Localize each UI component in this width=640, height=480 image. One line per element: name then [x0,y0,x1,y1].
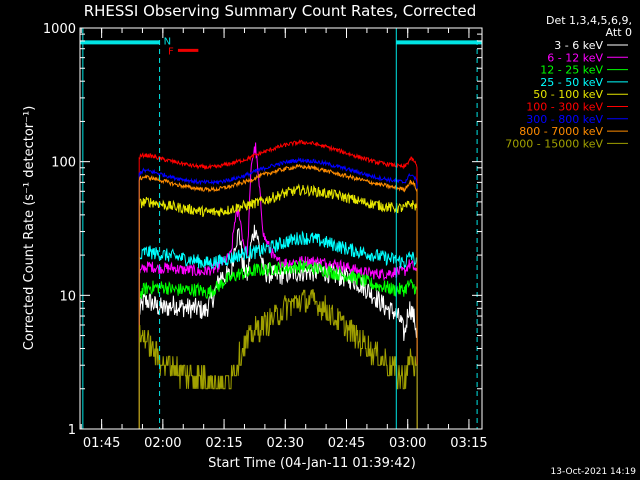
overlay-layer: NF [80,28,482,429]
series-line-0 [138,224,418,430]
y-tick-label-0: 1 [68,423,76,438]
night-bar-label-0: N [164,36,171,47]
series-line-8 [138,289,418,430]
series-line-3 [138,230,418,430]
y-axis-label: Corrected Count Rate (s⁻¹ detector⁻¹) [22,106,37,351]
legend-label-0: 3 - 6 keV [554,39,603,52]
legend-label-1: 6 - 12 keV [547,51,603,64]
y-tick-label-3: 1000 [43,22,76,37]
x-tick-label-6: 03:15 [450,436,487,451]
chart-title: RHESSI Observing Summary Count Rates, Co… [84,2,477,20]
legend-label-6: 300 - 800 keV [526,113,603,126]
legend-header-line-1: Att 0 [606,26,632,39]
x-axis-label: Start Time (04-Jan-11 01:39:42) [208,456,416,471]
legend-label-4: 50 - 100 keV [533,88,603,101]
legend-label-8: 7000 - 15000 keV [505,137,603,150]
timestamp: 13-Oct-2021 14:19 [551,467,637,477]
y-tick-label-1: 10 [59,289,76,304]
x-tick-label-0: 01:45 [83,436,120,451]
series-layer [138,139,418,430]
legend-header-line-0: Det 1,3,4,5,6,9, [546,14,632,27]
series-line-4 [138,183,418,430]
legend-label-7: 800 - 7000 keV [519,125,603,138]
x-tick-label-2: 02:15 [205,436,242,451]
legend-label-2: 12 - 25 keV [540,64,603,77]
series-line-2 [138,259,418,430]
legend-label-3: 25 - 50 keV [540,76,603,89]
x-tick-label-5: 03:00 [389,436,426,451]
series-line-6 [138,156,418,430]
plot-frame [79,27,483,430]
x-tick-label-4: 02:45 [328,436,365,451]
y-tick-label-2: 100 [51,156,76,171]
series-line-7 [138,163,418,430]
legend-label-5: 100 - 300 keV [526,101,603,114]
series-line-5 [138,139,418,430]
x-tick-label-3: 02:30 [267,436,304,451]
axes-layer: 1 10 100 1000 01:45 02:00 02:15 02:30 02:45 03:00… [43,22,488,451]
legend-header: Det 1,3,4,5,6,9,Att 0 [546,14,632,39]
series-line-1 [138,142,418,430]
x-tick-label-1: 02:00 [144,436,181,451]
flare-label: F [168,46,174,57]
